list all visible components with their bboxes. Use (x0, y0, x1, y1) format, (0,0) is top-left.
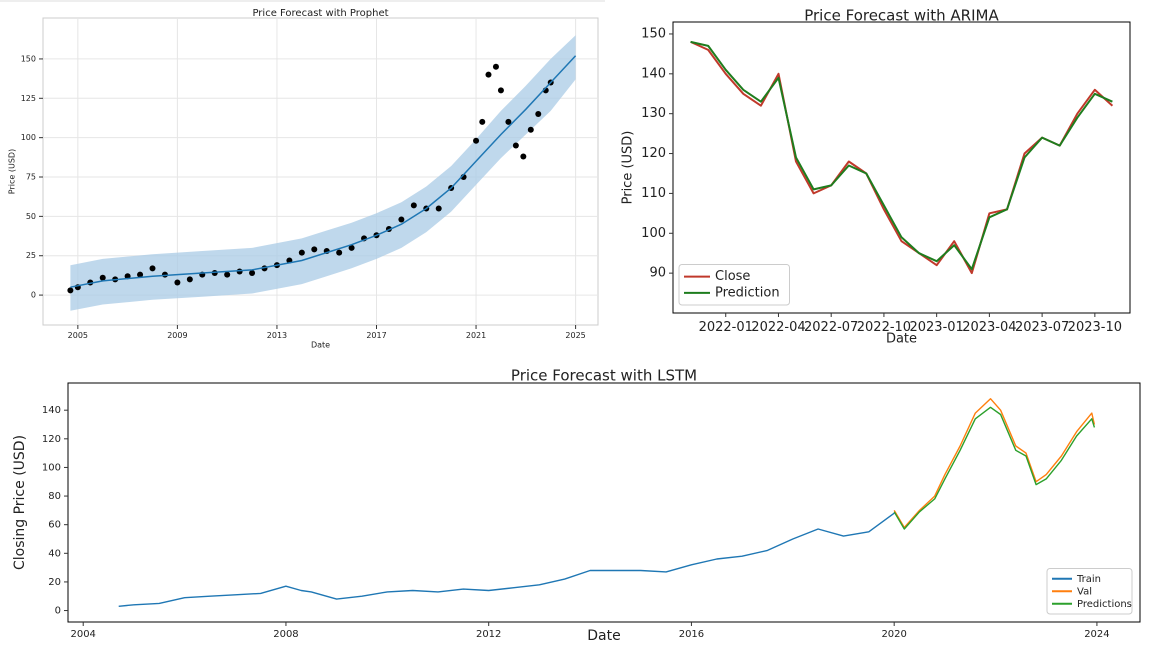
x-tick-label: 2013 (267, 331, 287, 340)
actual-point (67, 287, 74, 294)
y-tick-label: 110 (641, 186, 666, 201)
x-tick-label: 2023-10 (1068, 320, 1122, 335)
y-tick-label: 75 (26, 173, 36, 182)
actual-point (410, 202, 417, 209)
y-tick-label: 80 (48, 491, 61, 502)
legend-label: Close (715, 269, 750, 284)
y-tick-label: 140 (641, 66, 666, 81)
actual-point (492, 63, 499, 70)
x-tick-label: 2023-07 (1015, 320, 1069, 335)
actual-point (398, 216, 405, 223)
legend-label: Predictions (1077, 599, 1132, 610)
y-tick-label: 100 (42, 462, 61, 473)
chart-title: Price Forecast with LSTM (511, 367, 697, 385)
x-tick-label: 2022-01 (699, 320, 753, 335)
x-tick-label: 2005 (68, 331, 88, 340)
plot-frame (672, 21, 1131, 314)
y-tick-label: 0 (31, 291, 36, 300)
x-tick-label: 2004 (70, 629, 95, 640)
x-tick-label: 2020 (881, 629, 906, 640)
y-tick-label: 100 (21, 133, 36, 142)
plot-frame (42, 17, 599, 326)
legend-box (678, 264, 790, 306)
actual-point (249, 270, 256, 277)
y-tick-label: 130 (641, 106, 666, 121)
plot-frame (67, 382, 1141, 623)
actual-point (479, 118, 486, 125)
actual-point (527, 126, 534, 133)
actual-point (512, 142, 519, 149)
x-tick-label: 2009 (167, 331, 187, 340)
actual-point (485, 71, 492, 78)
x-tick-label: 2022-10 (857, 320, 911, 335)
actual-point (311, 246, 318, 253)
x-tick-label: 2017 (366, 331, 386, 340)
actual-point (174, 279, 181, 286)
actual-point (149, 265, 156, 272)
y-axis-label: Price (USD) (8, 149, 17, 194)
y-tick-label: 50 (26, 212, 36, 221)
x-tick-label: 2008 (273, 629, 298, 640)
x-tick-label: 2021 (466, 331, 486, 340)
actual-point (435, 205, 442, 212)
y-tick-label: 25 (26, 251, 36, 260)
x-axis-label: Date (587, 628, 620, 644)
actual-point (497, 87, 504, 94)
x-tick-label: 2023-01 (909, 320, 963, 335)
y-tick-label: 20 (48, 577, 61, 588)
x-axis-label: Date (886, 332, 917, 347)
y-tick-label: 120 (641, 146, 666, 161)
legend-label: Train (1076, 574, 1101, 585)
x-tick-label: 2012 (476, 629, 501, 640)
y-tick-label: 100 (641, 226, 666, 241)
chart-title: Price Forecast with ARIMA (804, 7, 999, 25)
actual-point (336, 249, 343, 256)
forecast-line (70, 55, 577, 288)
x-tick-label: 2023-04 (962, 320, 1016, 335)
y-tick-label: 60 (48, 520, 61, 531)
y-axis-label: Price (USD) (621, 131, 636, 205)
series-line (118, 512, 895, 607)
y-tick-label: 125 (21, 94, 36, 103)
x-tick-label: 2016 (679, 629, 704, 640)
legend-box (1046, 568, 1133, 615)
actual-point (520, 153, 527, 160)
y-tick-label: 140 (42, 405, 61, 416)
actual-point (473, 137, 480, 144)
series-line (690, 40, 1113, 271)
x-tick-label: 2025 (565, 331, 585, 340)
x-tick-label: 2022-04 (751, 320, 805, 335)
x-tick-label: 2022-07 (804, 320, 858, 335)
actual-point (224, 271, 231, 278)
legend-label: Val (1077, 586, 1092, 597)
y-tick-label: 90 (649, 266, 666, 281)
y-tick-label: 120 (42, 434, 61, 445)
actual-point (298, 249, 305, 256)
actual-point (137, 271, 144, 278)
actual-point (505, 118, 512, 125)
actual-point (99, 274, 106, 281)
y-tick-label: 150 (641, 26, 666, 41)
y-axis-label: Closing Price (USD) (12, 435, 28, 570)
actual-point (348, 244, 355, 251)
y-tick-label: 40 (48, 548, 61, 559)
legend-label: Prediction (715, 285, 780, 300)
uncertainty-band (70, 35, 576, 311)
series-line (893, 406, 1096, 530)
x-tick-label: 2024 (1084, 629, 1109, 640)
actual-point (186, 276, 193, 283)
actual-point (535, 111, 542, 118)
y-tick-label: 150 (21, 54, 36, 63)
y-tick-label: 0 (55, 606, 61, 617)
chart-title: Price Forecast with Prophet (252, 8, 388, 19)
x-axis-label: Date (311, 341, 330, 350)
series-line (893, 398, 1096, 529)
